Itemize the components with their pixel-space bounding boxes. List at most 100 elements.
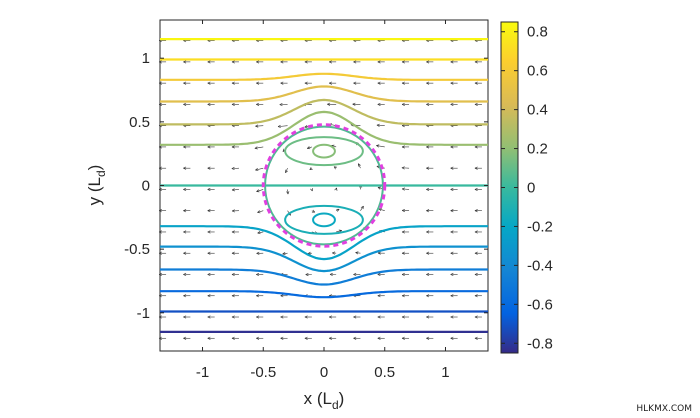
quiver-arrowhead — [377, 294, 381, 298]
quiver-arrowhead — [158, 336, 162, 340]
quiver-arrowhead — [304, 60, 308, 64]
quiver-arrowhead — [231, 315, 235, 319]
quiver-arrowhead — [377, 102, 381, 106]
quiver-arrowhead — [378, 208, 382, 212]
colorbar-tick-label: 0.2 — [527, 141, 548, 158]
quiver-arrowhead — [474, 230, 478, 234]
recirculation-contour — [284, 136, 364, 167]
recirculation-core — [312, 143, 336, 159]
quiver-arrowhead — [280, 315, 284, 319]
streamline — [160, 85, 488, 103]
quiver-arrowhead — [306, 146, 311, 150]
quiver-arrowhead — [183, 251, 187, 255]
quiver-arrowhead — [426, 315, 430, 319]
quiver-arrowhead — [231, 294, 235, 298]
quiver-arrowhead — [401, 230, 405, 234]
quiver-arrow — [282, 252, 288, 255]
streamlines — [160, 38, 488, 333]
quiver-arrowhead — [231, 81, 235, 85]
quiver-arrow — [256, 189, 264, 192]
quiver-arrowhead — [280, 81, 284, 85]
colorbar-tick-label: 0.6 — [527, 63, 548, 80]
quiver-arrow — [307, 146, 312, 149]
quiver-arrowhead — [255, 168, 259, 172]
quiver-arrow — [254, 146, 264, 149]
quiver-arrowhead — [256, 315, 260, 319]
quiver-arrowhead — [401, 81, 405, 85]
quiver-arrowhead — [207, 166, 211, 170]
quiver-arrowhead — [450, 187, 454, 192]
quiver-arrowhead — [474, 187, 478, 192]
quiver-arrowhead — [304, 125, 308, 129]
quiver-arrowhead — [231, 336, 235, 340]
quiver-arrowhead — [207, 187, 211, 192]
quiver-arrowhead — [377, 272, 381, 277]
quiver-arrow — [355, 252, 361, 254]
quiver-arrowhead — [158, 294, 162, 298]
quiver-arrowhead — [353, 60, 357, 64]
quiver-arrowhead — [353, 272, 357, 277]
quiver-arrowhead — [426, 209, 430, 213]
quiver-arrowhead — [376, 123, 380, 127]
quiver-arrowhead — [207, 336, 211, 340]
quiver-arrowhead — [401, 102, 405, 106]
quiver-arrowhead — [256, 272, 260, 277]
quiver-arrowhead — [401, 187, 405, 191]
quiver-arrowhead — [426, 272, 430, 277]
quiver-arrowhead — [158, 166, 162, 170]
quiver-arrowhead — [329, 272, 333, 276]
quiver-arrowhead — [329, 315, 332, 319]
quiver-arrowhead — [377, 251, 381, 255]
quiver-arrowhead — [333, 166, 338, 170]
quiver-arrowhead — [377, 60, 381, 64]
quiver-arrowhead — [183, 230, 187, 234]
quiver-arrowhead — [401, 336, 405, 340]
quiver-arrowhead — [183, 60, 187, 64]
quiver-arrowhead — [401, 251, 405, 255]
quiver-arrowhead — [332, 251, 336, 255]
quiver-arrow — [257, 231, 264, 234]
quiver-arrowhead — [207, 145, 211, 149]
quiver-arrow — [360, 205, 364, 211]
x-axis-label: x (Ld) — [304, 389, 345, 412]
recirculation-core — [312, 212, 336, 228]
quiver-arrowhead — [286, 191, 290, 195]
quiver-arrow — [231, 189, 239, 191]
quiver-arrow — [358, 163, 361, 169]
quiver-arrowhead — [450, 294, 454, 298]
y-tick-label: 1 — [142, 50, 150, 67]
quiver-arrowhead — [352, 102, 356, 106]
x-tick-label: 0 — [320, 364, 328, 381]
quiver-arrowhead — [401, 294, 405, 298]
quiver-arrowhead — [231, 209, 235, 213]
quiver-arrowhead — [158, 230, 162, 234]
quiver-arrowhead — [207, 81, 211, 85]
quiver-arrowhead — [474, 251, 478, 255]
quiver-arrowhead — [158, 209, 162, 213]
quiver-arrowhead — [207, 102, 211, 106]
y-tick-label: -1 — [137, 305, 150, 322]
quiver-arrowhead — [231, 251, 235, 255]
streamline — [160, 98, 488, 126]
quiver-arrowhead — [450, 272, 454, 277]
quiver-arrowhead — [280, 336, 284, 340]
quiver-arrowhead — [377, 81, 381, 85]
quiver-arrowhead — [450, 102, 454, 106]
quiver-arrowhead — [207, 251, 211, 255]
quiver-arrowhead — [474, 315, 478, 319]
quiver-arrowhead — [377, 336, 381, 340]
quiver-arrowhead — [450, 336, 454, 340]
quiver-arrowhead — [353, 81, 357, 85]
quiver-arrowhead — [401, 60, 405, 64]
quiver-arrowhead — [402, 208, 406, 213]
quiver-arrowhead — [231, 230, 235, 234]
quiver-arrowhead — [183, 187, 187, 192]
colorbar-tick-label: 0.8 — [527, 24, 548, 41]
colorbar-tick-label: 0 — [527, 180, 535, 197]
recirculation-contour — [284, 204, 364, 235]
streamline — [160, 268, 488, 286]
quiver-arrowhead — [426, 60, 430, 64]
colorbar-tick-label: -0.6 — [527, 296, 553, 313]
quiver-arrowhead — [426, 145, 430, 149]
quiver-arrowhead — [280, 294, 284, 298]
